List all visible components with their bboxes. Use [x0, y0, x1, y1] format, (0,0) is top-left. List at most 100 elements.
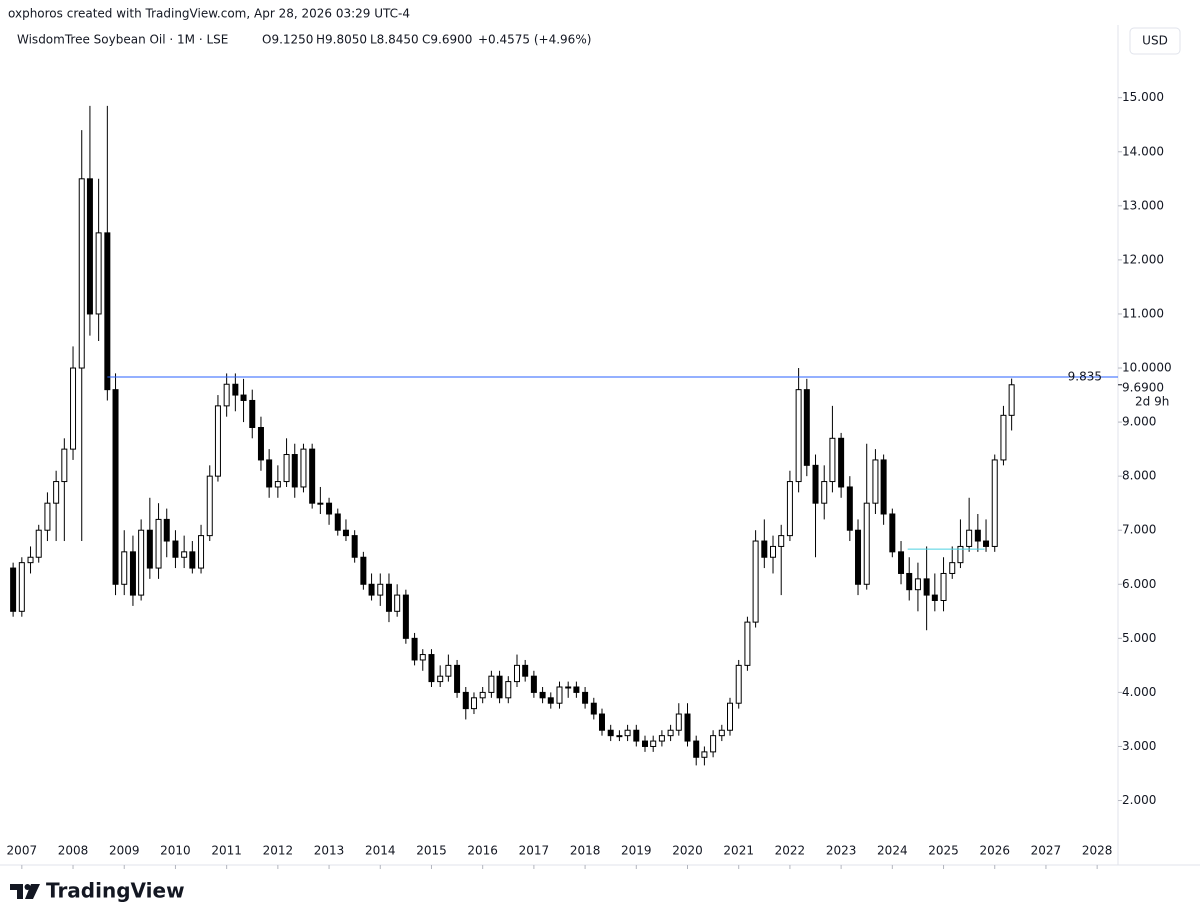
candle-body [488, 675, 495, 693]
candle-body [470, 697, 477, 710]
y-tick-label: 2.000 [1122, 793, 1156, 807]
candle-body [155, 518, 162, 569]
candle-body [770, 545, 777, 558]
y-tick-label: 13.000 [1122, 198, 1164, 212]
candle-body [1000, 414, 1007, 461]
x-tick-label: 2022 [775, 844, 806, 858]
y-tick-label: 12.000 [1122, 252, 1164, 266]
candle-body [326, 502, 333, 515]
legend-open: O9.1250 [262, 33, 313, 47]
candle-body [684, 713, 691, 742]
x-tick-label: 2018 [570, 844, 601, 858]
candle-body [573, 686, 580, 693]
candle-body [829, 437, 836, 483]
y-tick-label: 3.000 [1122, 739, 1156, 753]
candle-body [505, 681, 512, 699]
candle-body [394, 594, 401, 612]
candle-body [522, 664, 529, 677]
candle-body [86, 178, 93, 315]
candle-body [189, 551, 196, 569]
candle-body [744, 621, 751, 666]
candle-body [642, 740, 649, 747]
candle-body [249, 399, 256, 428]
candle-body [121, 551, 128, 585]
candle-body [411, 637, 418, 661]
ohlc-legend: WisdomTree Soybean Oil · 1M · LSE O9.125… [17, 33, 591, 47]
x-tick-label: 2017 [519, 844, 550, 858]
candle-body [650, 740, 657, 747]
candle-body [872, 459, 879, 504]
candle-body [906, 572, 913, 591]
candle-body [240, 394, 247, 401]
candle-body [232, 383, 239, 396]
candle-body [701, 751, 708, 758]
candle-body [923, 578, 930, 596]
candle-body [214, 405, 221, 477]
x-tick-label: 2016 [467, 844, 498, 858]
candle-body [633, 729, 640, 742]
attribution: oxphoros created with TradingView.com, A… [8, 7, 410, 21]
candle-body [539, 691, 546, 699]
candle-body [786, 481, 793, 537]
candle-body [812, 464, 819, 504]
candle-body [10, 567, 17, 612]
currency-button[interactable] [1129, 27, 1181, 55]
currency[interactable]: USD [1142, 34, 1168, 48]
candle-body [855, 529, 862, 585]
x-tick-label: 2019 [621, 844, 652, 858]
x-tick-label: 2025 [928, 844, 959, 858]
candle-body [710, 735, 717, 753]
candle-body [863, 502, 870, 585]
candle-body [223, 383, 230, 407]
y-tick-label: 15.000 [1122, 90, 1164, 104]
y-tick-label: 10.0000 [1122, 361, 1172, 375]
candle-body [966, 529, 973, 547]
x-tick-label: 2023 [826, 844, 857, 858]
x-tick-label: 2009 [109, 844, 140, 858]
legend-change: +0.4575 (+4.96%) [478, 33, 591, 47]
candle-body [547, 697, 554, 704]
candle-body [283, 454, 290, 483]
candle-body [898, 551, 905, 574]
candle-body [61, 448, 68, 483]
candle-body [163, 518, 170, 542]
x-tick-label: 2013 [314, 844, 345, 858]
x-tick-label: 2010 [160, 844, 191, 858]
x-tick-label: 2011 [211, 844, 242, 858]
candle-body [138, 529, 145, 596]
candle-body [565, 686, 572, 689]
candle-body [104, 232, 111, 391]
x-tick-label: 2015 [416, 844, 447, 858]
candle-body [803, 389, 810, 466]
symbol: WisdomTree Soybean Oil · 1M · LSE [17, 33, 228, 47]
candle-body [44, 502, 51, 531]
candle-body [590, 702, 597, 715]
x-tick-label: 2027 [1031, 844, 1062, 858]
candle-body [419, 654, 426, 661]
candle-body [658, 735, 665, 742]
candle-body [821, 481, 828, 504]
candle-body [727, 702, 734, 731]
candle-body [667, 729, 674, 737]
candle-body [274, 481, 281, 488]
candle-body [530, 675, 537, 693]
candle-body [735, 664, 742, 704]
candle-body [778, 535, 785, 547]
candle-body [309, 448, 316, 504]
candle-body [795, 389, 802, 483]
candle-body [914, 578, 921, 591]
candle-body [437, 675, 444, 683]
candle-body [940, 572, 947, 601]
y-tick-label: 4.000 [1122, 685, 1156, 699]
candle-body [198, 535, 205, 569]
candle-body [983, 540, 990, 547]
candle-body [846, 486, 853, 531]
candle-body [129, 551, 136, 596]
candle-body [172, 540, 179, 558]
candle-body [181, 551, 188, 558]
candles [10, 105, 1015, 766]
candle-body [752, 540, 759, 623]
brand: TradingView [46, 879, 185, 903]
x-tick-label: 2007 [7, 844, 38, 858]
